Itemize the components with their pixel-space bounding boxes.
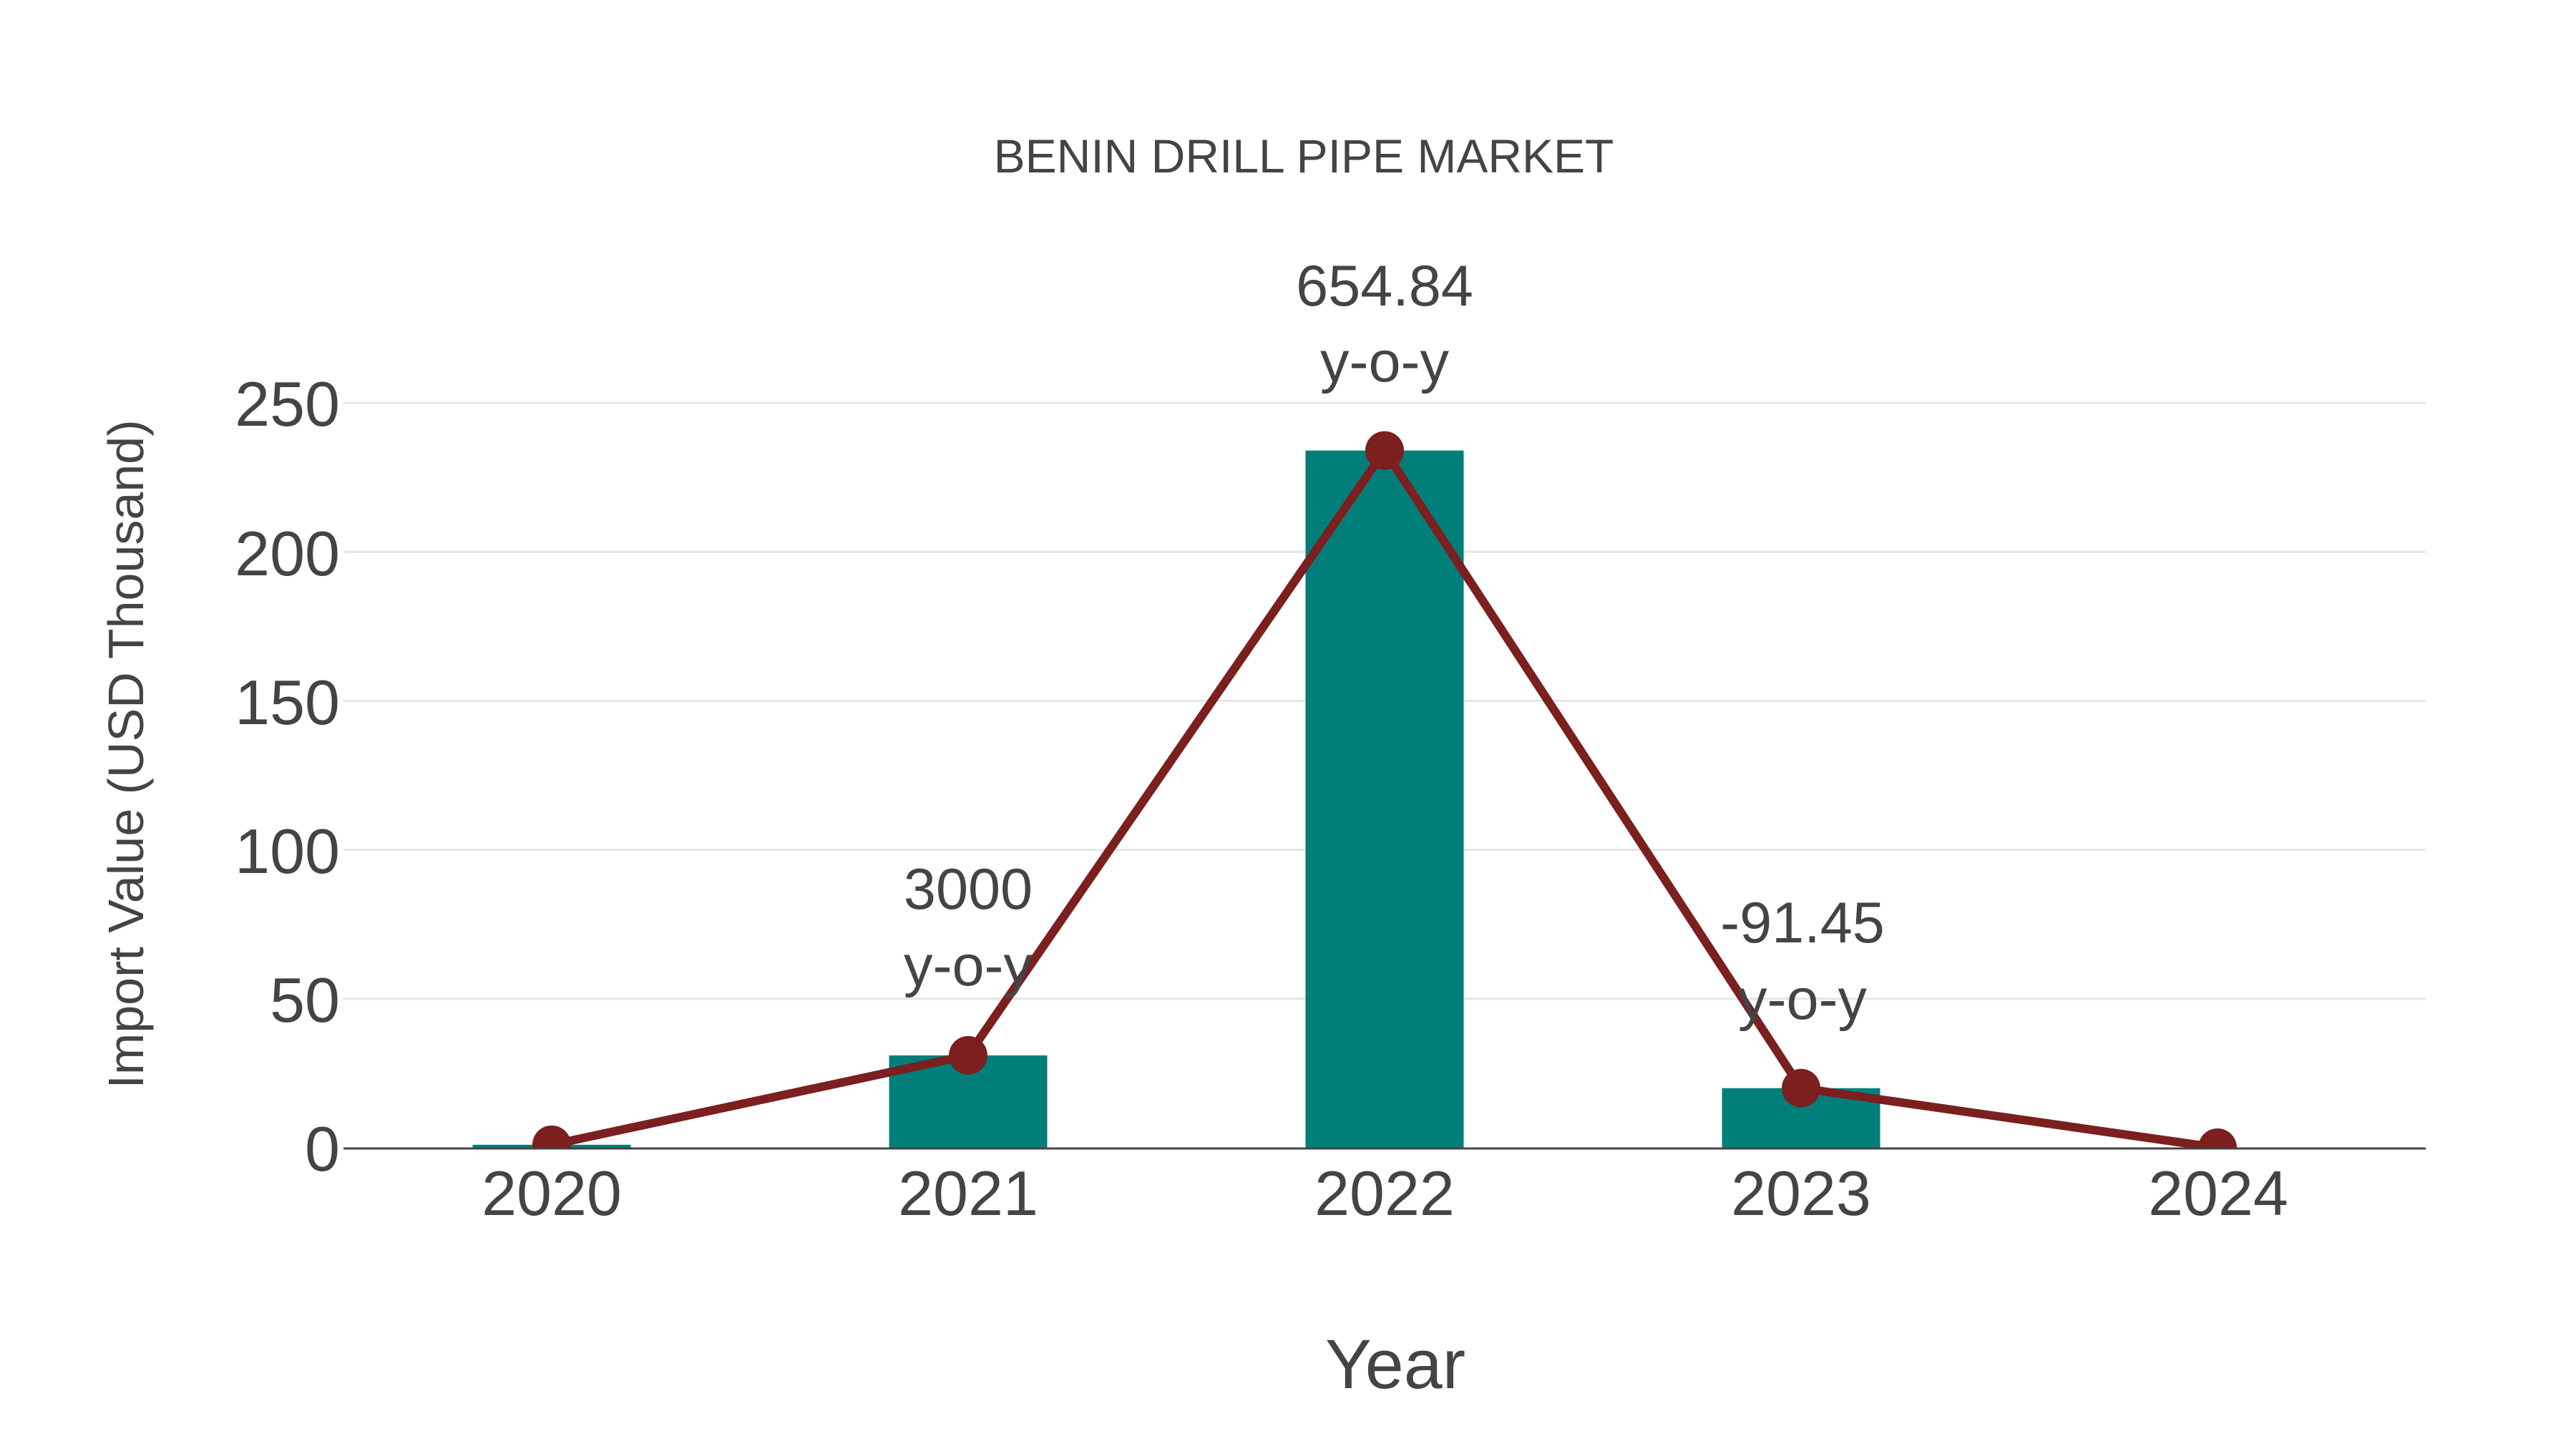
bar-series: [472, 450, 1880, 1148]
annotation-2021: 3000 y-o-y: [904, 857, 1033, 998]
marker-2020[interactable]: [532, 1125, 571, 1164]
y-tick-label: 50: [270, 965, 340, 1035]
y-tick-label: 0: [305, 1113, 340, 1184]
x-tick-label: 2021: [898, 1158, 1038, 1229]
annotations: 3000 y-o-y 654.84 y-o-y -91.45 y-o-y: [904, 254, 1885, 1032]
y-axis-ticks: 0 50 100 150 200 250: [235, 369, 340, 1184]
bar-2022[interactable]: [1305, 450, 1464, 1148]
line-series: [532, 431, 2237, 1167]
x-tick-label: 2020: [482, 1158, 622, 1229]
marker-2024[interactable]: [2198, 1128, 2237, 1167]
y-tick-label: 200: [235, 518, 340, 589]
annotation-value: 654.84: [1296, 254, 1473, 318]
annotation-value: -91.45: [1720, 891, 1885, 955]
annotation-suffix: y-o-y: [1320, 330, 1449, 394]
marker-2021[interactable]: [949, 1035, 987, 1075]
x-tick-label: 2022: [1314, 1158, 1455, 1229]
marker-2023[interactable]: [1782, 1068, 1820, 1108]
annotation-suffix: y-o-y: [904, 934, 1033, 998]
y-tick-label: 250: [235, 369, 340, 439]
annotation-2023: -91.45 y-o-y: [1720, 891, 1885, 1032]
x-axis-title: Year: [1325, 1325, 1465, 1403]
annotation-2022: 654.84 y-o-y: [1296, 254, 1473, 394]
x-tick-label: 2024: [2148, 1158, 2288, 1229]
annotation-value: 3000: [904, 857, 1033, 922]
annotation-suffix: y-o-y: [1738, 967, 1867, 1032]
chart-title: BENIN DRILL PIPE MARKET: [994, 130, 1614, 182]
y-axis-title: Import Value (USD Thousand): [98, 419, 154, 1088]
x-tick-label: 2023: [1731, 1158, 1871, 1229]
y-tick-label: 150: [235, 667, 340, 738]
marker-2022[interactable]: [1365, 431, 1404, 470]
y-tick-label: 100: [235, 816, 340, 887]
x-axis-ticks: 2020 2021 2022 2023 2024: [482, 1158, 2288, 1229]
